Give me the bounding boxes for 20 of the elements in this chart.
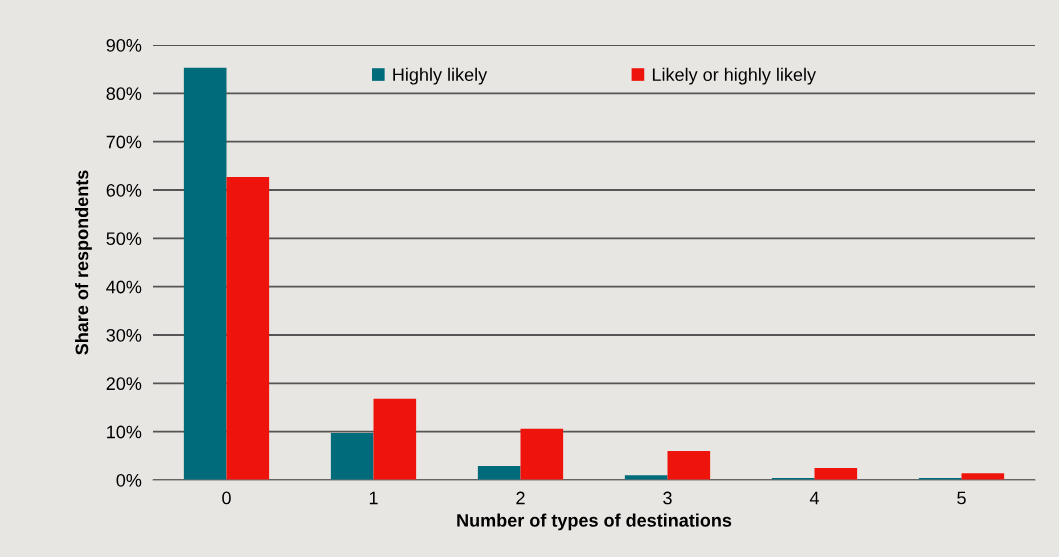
x-tick-label: 0 [222, 491, 231, 505]
y-tick-label: 20% [106, 377, 142, 391]
y-tick-label: 50% [106, 232, 142, 246]
x-tick-label: 3 [663, 491, 672, 505]
y-tick-label: 80% [106, 87, 142, 101]
y-axis-title: Share of respondents [75, 170, 92, 355]
legend-label: Likely or highly likely [652, 67, 816, 85]
x-tick-label: 1 [369, 491, 378, 505]
y-tick-label: 70% [106, 135, 142, 149]
x-tick-label: 4 [809, 491, 819, 505]
x-tick-label: 2 [516, 491, 525, 505]
x-axis-title: Number of types of destinations [457, 513, 732, 531]
y-tick-label: 10% [107, 425, 142, 439]
y-tick-label: 0% [116, 473, 142, 487]
y-tick-label: 30% [106, 328, 142, 342]
legend-label: Highly likely [393, 67, 488, 85]
y-tick-label: 40% [106, 280, 142, 294]
y-tick-label: 90% [106, 38, 142, 52]
x-tick-label: 5 [957, 491, 966, 505]
y-tick-label: 60% [106, 183, 142, 197]
